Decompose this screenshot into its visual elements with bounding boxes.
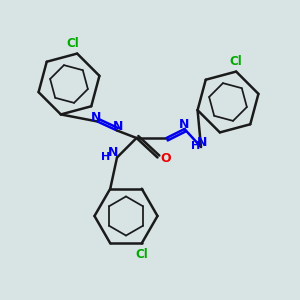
Text: N: N xyxy=(179,118,190,131)
Text: N: N xyxy=(197,136,207,149)
Text: Cl: Cl xyxy=(135,248,148,261)
Text: H: H xyxy=(101,152,110,162)
Text: N: N xyxy=(108,146,118,159)
Text: Cl: Cl xyxy=(66,37,79,50)
Text: H: H xyxy=(191,141,200,152)
Text: N: N xyxy=(112,120,123,133)
Text: N: N xyxy=(91,111,101,124)
Text: Cl: Cl xyxy=(230,55,242,68)
Text: O: O xyxy=(160,152,171,166)
